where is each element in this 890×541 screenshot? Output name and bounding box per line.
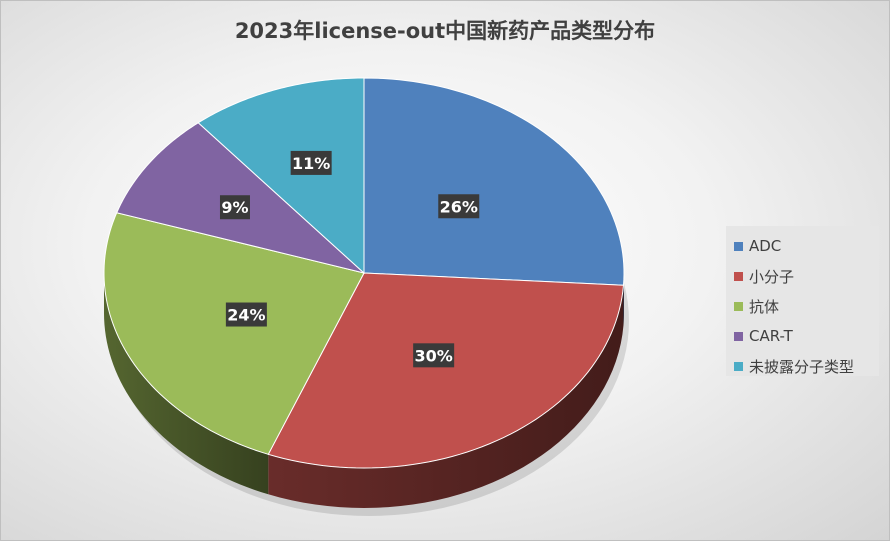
pie-slice-小分子 bbox=[267, 272, 625, 469]
chart-title: 2023年license-out中国新药产品类型分布 bbox=[234, 19, 656, 43]
legend-label: CAR-T bbox=[749, 327, 793, 345]
legend-swatch bbox=[734, 301, 743, 311]
data-label: 26% bbox=[440, 197, 478, 216]
legend-item: CAR-T bbox=[734, 321, 879, 351]
legend-item: ADC bbox=[734, 231, 879, 261]
pie-slice-抗体 bbox=[103, 212, 365, 455]
legend-swatch bbox=[734, 361, 743, 371]
legend: ADC 小分子抗体 CAR-T 未披露分子类型 bbox=[726, 226, 879, 376]
data-label: 9% bbox=[221, 198, 248, 217]
legend-item: 未披露分子类型 bbox=[734, 351, 879, 381]
data-label-background bbox=[438, 194, 480, 219]
legend-item: 抗体 bbox=[734, 291, 879, 321]
data-label: 24% bbox=[227, 306, 265, 325]
data-label: 30% bbox=[415, 346, 453, 365]
pie-slice-ADC bbox=[363, 77, 625, 286]
pie-slice-side bbox=[268, 285, 624, 508]
legend-item: 小分子 bbox=[734, 261, 879, 291]
legend-swatch bbox=[734, 331, 743, 341]
pie-slice-未披露分子类型 bbox=[197, 77, 365, 275]
data-label: 11% bbox=[292, 154, 330, 173]
legend-label: 抗体 bbox=[749, 297, 780, 316]
data-label-background bbox=[225, 302, 267, 327]
legend-label: 未披露分子类型 bbox=[749, 357, 855, 376]
legend-label: ADC bbox=[749, 237, 782, 255]
legend-swatch bbox=[734, 271, 743, 281]
legend-swatch bbox=[734, 241, 743, 251]
data-label-background bbox=[290, 150, 332, 175]
legend-label: 小分子 bbox=[749, 267, 795, 286]
data-label-background bbox=[219, 195, 250, 220]
data-label-background bbox=[413, 343, 455, 368]
